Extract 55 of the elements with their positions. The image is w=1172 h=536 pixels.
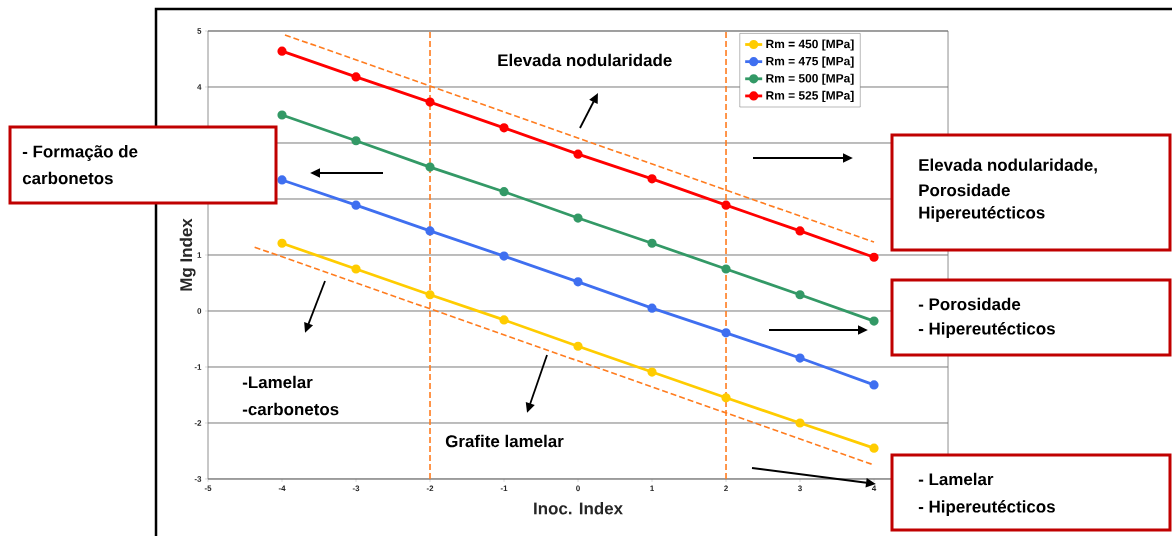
point — [573, 213, 583, 223]
text: - Hipereutécticos — [918, 500, 1055, 516]
annotation: Elevada nodularidade, — [919, 158, 1097, 174]
point — [795, 226, 805, 236]
point — [351, 200, 361, 210]
annotation: Grafite lamelar — [445, 434, 564, 448]
point — [499, 123, 509, 133]
y-axis-title: Mg Index — [179, 218, 196, 291]
point — [869, 443, 879, 453]
point — [647, 174, 657, 184]
legend-label: Rm = 500 [MPa] — [766, 73, 854, 85]
point — [351, 264, 361, 274]
point — [869, 252, 879, 262]
point — [647, 303, 657, 313]
point — [499, 187, 509, 197]
point — [721, 264, 731, 274]
annotation: - Lamelar — [918, 472, 994, 486]
point — [573, 149, 583, 159]
point — [573, 341, 583, 351]
text: - Formação de — [22, 145, 138, 161]
annotation: - Porosidade — [918, 297, 1021, 311]
point — [425, 226, 435, 236]
point — [795, 418, 805, 428]
point — [795, 290, 805, 300]
point — [869, 380, 879, 390]
point — [499, 315, 509, 325]
point — [351, 72, 361, 82]
point — [425, 97, 435, 107]
legend-label: Rm = 525 [MPa] — [766, 90, 854, 102]
point — [721, 200, 731, 210]
point — [499, 251, 509, 261]
legend-label: Rm = 475 [MPa] — [766, 56, 854, 68]
point — [351, 136, 361, 146]
point — [277, 238, 287, 248]
point — [573, 277, 583, 287]
annotation: - Hipereutécticos — [918, 322, 1055, 338]
point — [647, 238, 657, 248]
point — [425, 290, 435, 300]
point — [277, 110, 287, 120]
point — [647, 367, 657, 377]
annotation: -Lamelar — [242, 375, 313, 389]
annotation: Elevada nodularidade — [498, 53, 672, 67]
point — [721, 328, 731, 338]
text: carbonetos — [22, 171, 113, 185]
annotation: -carbonetos — [242, 402, 339, 416]
point — [277, 46, 287, 56]
legend-label: Rm = 450 [MPa] — [766, 39, 854, 51]
point — [425, 162, 435, 172]
x-axis-title: Inoc. Index — [534, 502, 623, 515]
annotation: Porosidade — [919, 183, 1010, 197]
annotation: Hipereutécticos — [919, 206, 1045, 222]
point — [277, 175, 287, 185]
point — [869, 316, 879, 326]
point — [795, 353, 805, 363]
point — [721, 393, 731, 403]
